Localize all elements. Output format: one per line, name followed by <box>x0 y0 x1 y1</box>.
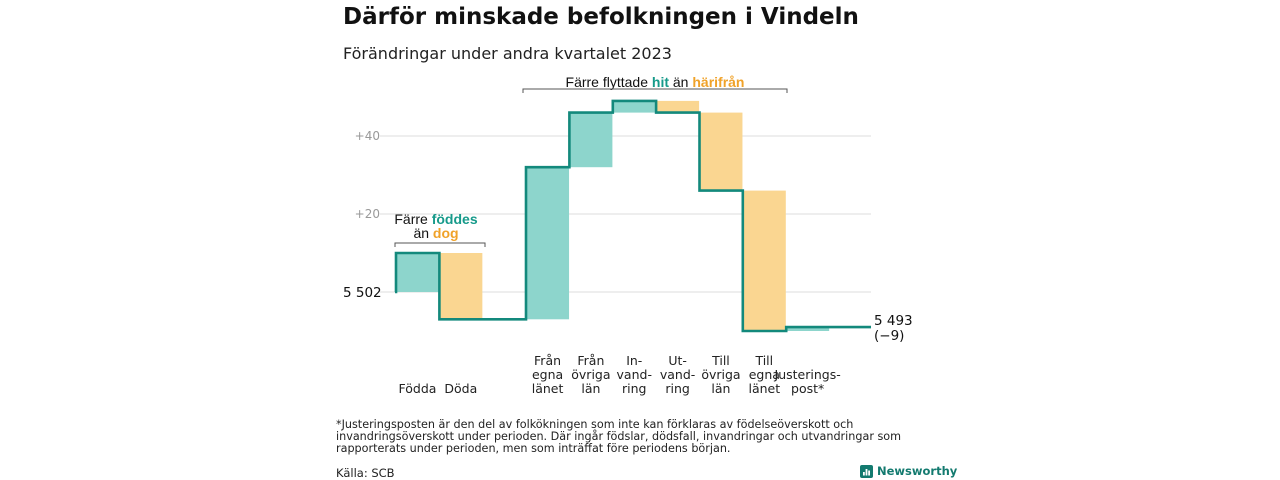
bar-4 <box>569 112 613 168</box>
births-annotation-line2: än dog <box>413 225 458 241</box>
category-label: Från övriga län <box>571 353 610 396</box>
bars <box>396 100 830 331</box>
y-tick-label: +20 <box>355 207 380 221</box>
births-annotation-bracket <box>394 242 486 247</box>
newsworthy-brand: Newsworthy <box>860 464 957 478</box>
cumulative-step-line <box>394 99 871 333</box>
bar-9 <box>786 327 830 331</box>
category-label: Ut-vand-ring <box>660 353 695 396</box>
y-tick-label: +40 <box>355 129 380 143</box>
moves-annotation-bracket <box>522 88 788 93</box>
moves-annotation: Färre flyttade hit än härifrån <box>522 74 788 93</box>
footnote: *Justeringsposten är den del av folkökni… <box>336 418 902 455</box>
births-annotation-line1: Färre föddes <box>394 211 477 227</box>
chart-subtitle: Förändringar under andra kvartalet 2023 <box>343 44 672 63</box>
bar-6 <box>656 100 700 113</box>
start-value-label: 5 502 <box>343 285 382 301</box>
newsworthy-brand-name: Newsworthy <box>877 464 958 478</box>
category-label: Födda <box>399 381 437 396</box>
category-label: Justerings-post* <box>774 367 841 396</box>
end-change-label: (−9) <box>874 328 904 344</box>
newsworthy-logo-icon <box>860 464 873 478</box>
moves-annotation-text: Färre flyttade hit än härifrån <box>566 74 745 90</box>
end-value-label: 5 493 <box>874 313 913 329</box>
bar-1 <box>396 253 439 292</box>
bar-8 <box>742 190 786 331</box>
category-label: Till egna länet <box>748 353 780 396</box>
category-label: In-vand-ring <box>617 353 652 396</box>
bar-2 <box>439 253 483 320</box>
bar-5 <box>612 100 656 113</box>
category-label: Till övriga län <box>701 353 740 396</box>
category-label: Döda <box>444 381 477 396</box>
y-axis-ticks: +20 +40 <box>355 129 380 221</box>
source-label: Källa: SCB <box>336 466 395 480</box>
bar-7 <box>699 112 743 191</box>
bar-3 <box>526 167 570 320</box>
births-annotation: Färre föddes än dog <box>394 211 486 247</box>
category-label: Från egna länet <box>532 353 564 396</box>
chart-title: Därför minskade befolkningen i Vindeln <box>343 4 859 30</box>
